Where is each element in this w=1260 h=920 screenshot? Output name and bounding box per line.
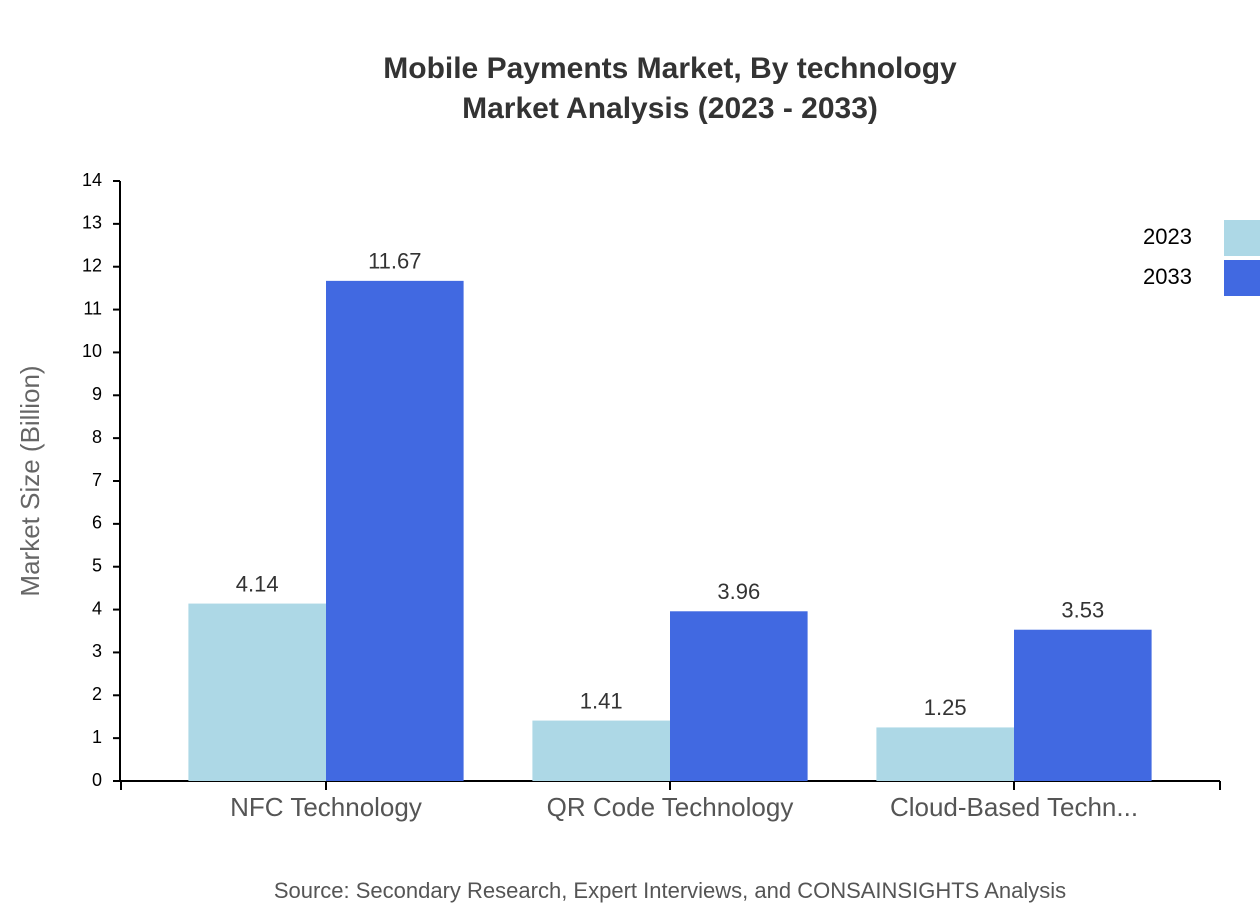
y-tick-label: 4 <box>92 598 102 618</box>
y-tick-label: 13 <box>82 213 102 233</box>
chart-title: Mobile Payments Market, By technology <box>383 52 957 85</box>
y-tick-label: 9 <box>92 384 102 404</box>
value-label: 3.53 <box>1061 598 1104 623</box>
source-note: Source: Secondary Research, Expert Inter… <box>274 878 1066 903</box>
y-tick-label: 0 <box>92 770 102 790</box>
chart-subtitle: Market Analysis (2023 - 2033) <box>462 92 878 125</box>
bar <box>670 611 808 781</box>
bar <box>532 720 670 781</box>
value-label: 4.14 <box>236 571 279 596</box>
legend-swatch <box>1224 220 1260 256</box>
bar <box>876 727 1014 781</box>
x-tick-label: QR Code Technology <box>547 792 794 822</box>
y-tick-label: 12 <box>82 255 102 275</box>
y-tick-label: 11 <box>83 298 102 318</box>
bar <box>1014 629 1152 781</box>
y-tick-label: 8 <box>92 427 102 447</box>
y-tick-label: 1 <box>92 727 102 747</box>
bar <box>326 280 464 781</box>
bar <box>188 603 326 781</box>
y-tick-label: 3 <box>92 641 102 661</box>
y-tick-label: 6 <box>92 513 102 533</box>
y-tick-label: 2 <box>92 684 102 704</box>
value-label: 1.25 <box>924 695 967 720</box>
x-tick-label: NFC Technology <box>230 792 422 822</box>
y-tick-label: 14 <box>82 170 102 190</box>
legend-label: 2033 <box>1143 264 1192 289</box>
legend-swatch <box>1224 260 1260 296</box>
legend-label: 2023 <box>1143 224 1192 249</box>
value-label: 11.67 <box>368 249 421 274</box>
y-axis-title: Market Size (Billion) <box>15 365 45 596</box>
y-tick-label: 5 <box>92 555 102 575</box>
value-label: 3.96 <box>717 579 760 604</box>
x-tick-label: Cloud-Based Techn... <box>890 792 1138 822</box>
y-tick-label: 10 <box>82 341 102 361</box>
value-label: 1.41 <box>580 688 623 713</box>
y-tick-label: 7 <box>92 470 102 490</box>
